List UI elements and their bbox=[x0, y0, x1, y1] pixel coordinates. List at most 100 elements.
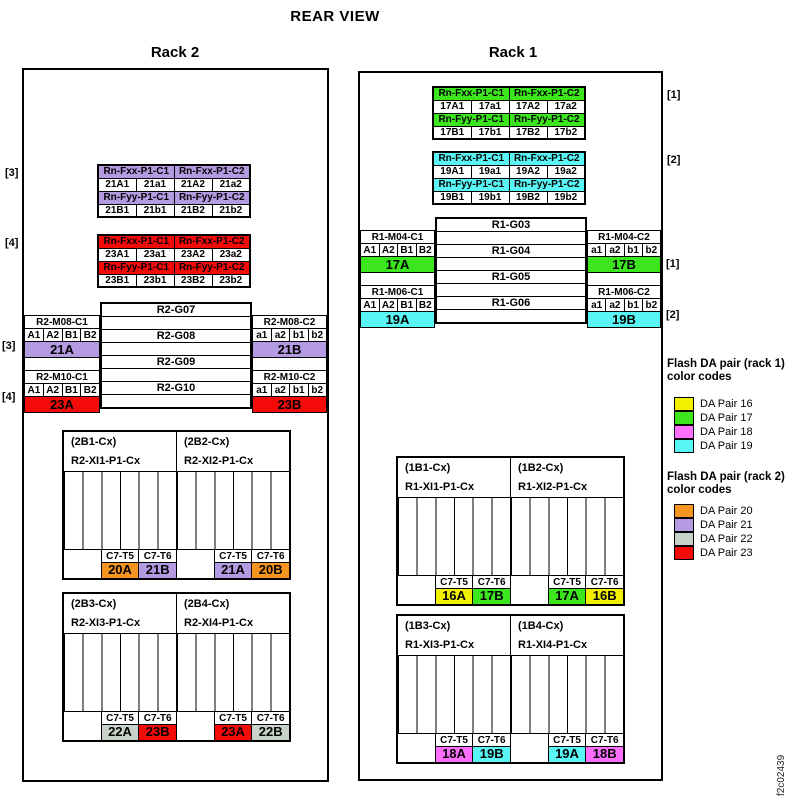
port-cell: a1 bbox=[586, 243, 607, 257]
port-cell: 21A1 bbox=[97, 177, 137, 192]
port-cell: B2 bbox=[415, 243, 435, 257]
t5-port: 16A bbox=[435, 589, 473, 604]
t5-column: C7-T5 19A bbox=[548, 734, 587, 762]
t6-port: 18B bbox=[586, 747, 624, 762]
t5-column: C7-T5 23A bbox=[214, 712, 253, 740]
port-cell: B2 bbox=[415, 298, 435, 312]
t5-column: C7-T5 20A bbox=[101, 550, 140, 578]
port-cell: 19A1 bbox=[432, 164, 472, 179]
port-cell: A1 bbox=[360, 298, 380, 312]
footer-blank-cell bbox=[177, 712, 215, 740]
gx-label: R2-G07 bbox=[100, 302, 252, 317]
fxx-header-cell: Rn-Fxx-P1-C1 bbox=[97, 234, 175, 249]
legend-swatch-da22 bbox=[674, 532, 694, 546]
card-slots bbox=[398, 656, 510, 734]
io-bay-half: (1B4-Cx) R1-XI4-P1-Cx C7-T5 19A C7-T6 18… bbox=[510, 616, 624, 762]
footer-blank-cell bbox=[177, 550, 215, 578]
rack2-title: Rack 2 bbox=[150, 44, 200, 61]
io-bay-half: (2B1-Cx) R2-XI1-P1-Cx C7-T5 20A C7-T6 21… bbox=[64, 432, 177, 578]
port-cell: 17a1 bbox=[470, 99, 510, 114]
gx-label: R2-G10 bbox=[100, 381, 252, 395]
port-cell: b2 bbox=[641, 243, 662, 257]
da-pair-bar: 17A bbox=[360, 256, 435, 273]
ref-label: [2] bbox=[666, 309, 680, 321]
io-card-label: R2-XI4-P1-Cx bbox=[184, 617, 254, 629]
port-cell: 23a1 bbox=[135, 247, 175, 262]
legend-item-da19: DA Pair 19 bbox=[674, 439, 753, 453]
card-slots bbox=[64, 634, 176, 712]
io-enclosure-label: (2B1-Cx) bbox=[71, 436, 117, 448]
legend-item-da21: DA Pair 21 bbox=[674, 518, 753, 532]
legend-item-label: DA Pair 19 bbox=[700, 440, 753, 452]
t5-column: C7-T5 18A bbox=[435, 734, 474, 762]
io-card-label: R1-XI4-P1-Cx bbox=[518, 639, 588, 651]
rack1-io-bay-top: (1B1-Cx) R1-XI1-P1-Cx C7-T5 16A C7-T6 17… bbox=[396, 456, 625, 606]
rack2-io-bay-bottom: (2B3-Cx) R2-XI3-P1-Cx C7-T5 22A C7-T6 23… bbox=[62, 592, 291, 742]
gx-label: R1-G06 bbox=[435, 296, 587, 310]
port-cell: b1 bbox=[623, 243, 643, 257]
footer-blank-cell bbox=[398, 576, 436, 604]
t5-port: 19A bbox=[548, 747, 586, 762]
t5-port: 23A bbox=[214, 725, 252, 740]
legend-rack1-heading-line2: color codes bbox=[667, 371, 732, 383]
gx-label: R1-G04 bbox=[435, 244, 587, 258]
legend-item-da20: DA Pair 20 bbox=[674, 504, 753, 518]
port-cell: 19a2 bbox=[546, 164, 586, 179]
t6-header: C7-T6 bbox=[139, 550, 177, 564]
rack1-da17-port-table: Rn-Fxx-P1-C1 Rn-Fxx-P1-C2 17A1 17a1 17A2… bbox=[432, 86, 586, 140]
t6-port: 23B bbox=[139, 725, 177, 740]
legend-item-label: DA Pair 20 bbox=[700, 505, 753, 517]
t5-header: C7-T5 bbox=[214, 550, 252, 564]
legend-swatch-da16 bbox=[674, 397, 694, 411]
port-cell: A2 bbox=[42, 328, 63, 342]
adapter-header: R1-M06-C2 bbox=[587, 285, 661, 299]
io-bay-half: (2B4-Cx) R2-XI4-P1-Cx C7-T5 23A C7-T6 22… bbox=[176, 594, 290, 740]
da-pair-bar: 17B bbox=[587, 256, 661, 273]
t6-port: 21B bbox=[139, 563, 177, 578]
io-bay-label-zone: (1B3-Cx) R1-XI3-P1-Cx bbox=[398, 616, 510, 657]
legend-item-label: DA Pair 21 bbox=[700, 519, 753, 531]
port-cell: 23b1 bbox=[135, 273, 175, 288]
port-cell: A1 bbox=[24, 383, 44, 397]
adapter-header: R2-M08-C2 bbox=[252, 315, 327, 329]
port-cell: 23B2 bbox=[173, 273, 213, 288]
t6-column: C7-T6 19B bbox=[473, 734, 511, 762]
ref-label: [4] bbox=[5, 237, 19, 249]
io-card-label: R2-XI1-P1-Cx bbox=[71, 455, 141, 467]
io-card-label: R1-XI1-P1-Cx bbox=[405, 481, 475, 493]
fyy-header-cell: Rn-Fyy-P1-C2 bbox=[173, 260, 251, 275]
port-cell: 17a2 bbox=[546, 99, 586, 114]
port-cell: a2 bbox=[270, 328, 290, 342]
fxx-header-cell: Rn-Fxx-P1-C2 bbox=[508, 151, 586, 166]
fxx-header-cell: Rn-Fxx-P1-C2 bbox=[173, 164, 251, 179]
io-bay-label-zone: (2B4-Cx) R2-XI4-P1-Cx bbox=[177, 594, 289, 635]
io-bay-label-zone: (2B2-Cx) R2-XI2-P1-Cx bbox=[177, 432, 289, 473]
gx-label: R2-G09 bbox=[100, 355, 252, 369]
blank-cell bbox=[435, 231, 587, 245]
rack1-io-bay-bottom: (1B3-Cx) R1-XI3-P1-Cx C7-T5 18A C7-T6 19… bbox=[396, 614, 625, 764]
t6-column: C7-T6 22B bbox=[252, 712, 290, 740]
io-card-label: R1-XI3-P1-Cx bbox=[405, 639, 475, 651]
port-cell: 17b2 bbox=[546, 125, 586, 140]
rack1-mid-right-table: R1-M04-C2 a1 a2 b1 b2 17B R1-M06-C2 a1 a… bbox=[586, 230, 662, 328]
legend-item-label: DA Pair 23 bbox=[700, 547, 753, 559]
ref-label: [4] bbox=[2, 391, 16, 403]
port-cell: b2 bbox=[307, 383, 327, 397]
io-bay-half: (2B2-Cx) R2-XI2-P1-Cx C7-T5 21A C7-T6 20… bbox=[176, 432, 290, 578]
t5-column: C7-T5 17A bbox=[548, 576, 587, 604]
port-cell: 21B1 bbox=[97, 203, 137, 218]
port-cell: 23A2 bbox=[173, 247, 213, 262]
rack2-gx-enclosure-table: R2-G07 R2-G08 R2-G09 R2-G10 bbox=[100, 302, 252, 409]
port-cell: 23a2 bbox=[211, 247, 251, 262]
fxx-header-cell: Rn-Fxx-P1-C2 bbox=[173, 234, 251, 249]
port-cell: 21b2 bbox=[211, 203, 251, 218]
port-cell: 19B1 bbox=[432, 190, 472, 205]
t6-column: C7-T6 18B bbox=[586, 734, 624, 762]
fxx-header-cell: Rn-Fxx-P1-C1 bbox=[432, 86, 510, 101]
adapter-header: R2-M10-C2 bbox=[252, 370, 327, 384]
io-card-label: R2-XI3-P1-Cx bbox=[71, 617, 141, 629]
t5-header: C7-T5 bbox=[101, 712, 139, 726]
io-enclosure-label: (1B1-Cx) bbox=[405, 462, 451, 474]
t5-column: C7-T5 21A bbox=[214, 550, 253, 578]
blank-cell bbox=[587, 272, 661, 286]
